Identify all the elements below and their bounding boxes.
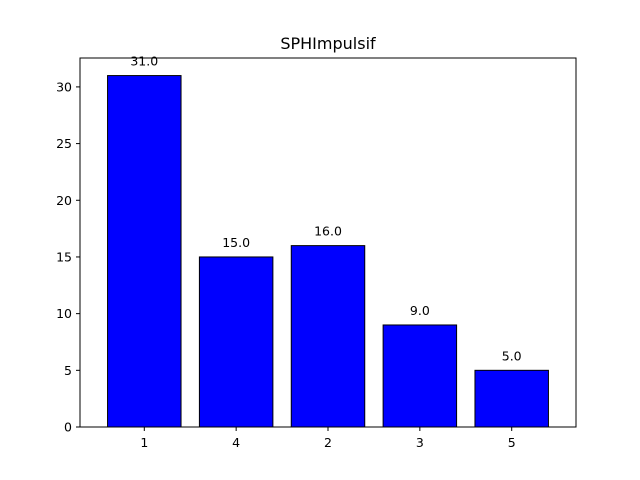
y-tick-label-5: 5 xyxy=(64,363,72,378)
y-tick-label-30: 30 xyxy=(56,79,72,94)
y-tick-label-10: 10 xyxy=(56,306,72,321)
chart-title: SPHImpulsif xyxy=(280,34,376,53)
y-tick-label-15: 15 xyxy=(56,249,72,264)
y-tick-label-20: 20 xyxy=(56,193,72,208)
value-label-3: 9.0 xyxy=(410,303,430,318)
bar-3 xyxy=(382,324,458,428)
bar-1 xyxy=(107,75,182,428)
x-tick-label-5: 5 xyxy=(508,435,516,450)
x-tick-label-3: 3 xyxy=(416,435,424,450)
value-label-1: 31.0 xyxy=(130,54,158,69)
value-label-5: 5.0 xyxy=(502,348,522,363)
bar-4 xyxy=(198,256,274,428)
axes-frame xyxy=(79,57,577,428)
x-tick-label-1: 1 xyxy=(140,435,148,450)
value-labels-group: 31.0 15.0 16.0 9.0 5.0 xyxy=(130,54,521,364)
y-axis-ticks: 0 5 10 15 20 25 30 xyxy=(56,79,80,435)
bar-5 xyxy=(474,369,549,428)
y-tick-label-25: 25 xyxy=(56,136,72,151)
x-tick-label-4: 4 xyxy=(232,435,240,450)
x-tick-label-2: 2 xyxy=(324,435,332,450)
value-label-4: 15.0 xyxy=(222,235,250,250)
x-axis-ticks: 1 4 2 3 5 xyxy=(140,427,516,450)
value-label-2: 16.0 xyxy=(314,224,342,239)
y-tick-label-0: 0 xyxy=(64,420,72,435)
bar-2 xyxy=(290,245,366,428)
bars-group xyxy=(107,75,549,428)
